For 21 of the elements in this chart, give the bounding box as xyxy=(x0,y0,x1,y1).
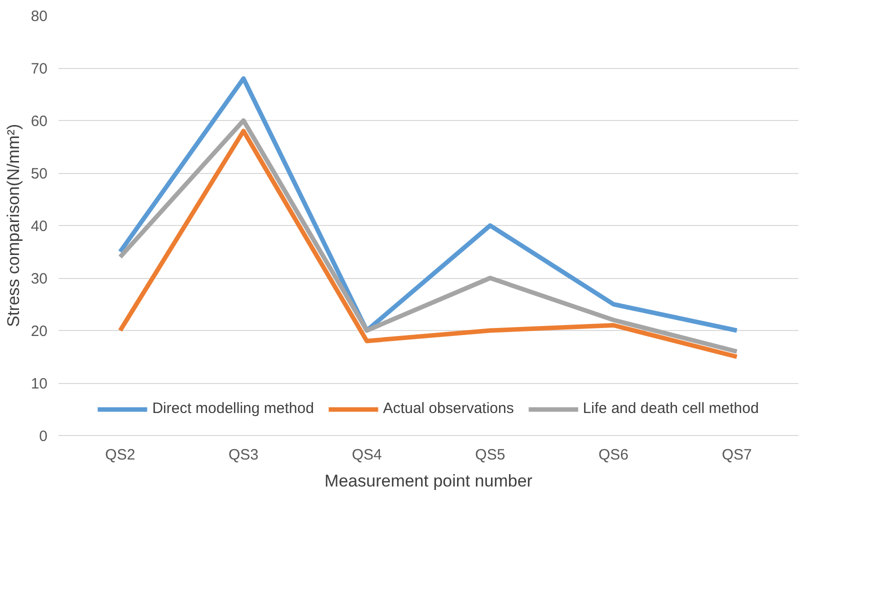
x-axis-title: Measurement point number xyxy=(324,472,533,490)
y-tick-label: 0 xyxy=(39,428,48,445)
x-tick-label: QS2 xyxy=(105,446,136,464)
x-tick-label: QS5 xyxy=(475,446,506,464)
legend-label: Direct modelling method xyxy=(152,400,314,417)
x-tick-label: QS3 xyxy=(228,446,259,464)
y-tick-label: 10 xyxy=(30,376,48,392)
line-series xyxy=(118,76,740,333)
y-tick-label: 30 xyxy=(30,270,48,288)
y-tick-label: 60 xyxy=(30,113,48,130)
y-tick-label: 50 xyxy=(30,166,48,182)
y-tick-label: 20 xyxy=(30,323,48,340)
y-tick-label: 80 xyxy=(30,8,48,25)
y-axis-title: Stress comparison(N/mm²) xyxy=(4,124,23,328)
y-tick-label: 70 xyxy=(30,60,48,78)
legend-label: Actual observations xyxy=(382,400,514,417)
y-tick-label: 40 xyxy=(30,218,48,235)
legend-label: Life and death cell method xyxy=(582,400,759,417)
x-tick-label: QS6 xyxy=(598,446,629,464)
x-tick-label: QS7 xyxy=(722,446,752,464)
x-tick-label: QS4 xyxy=(352,446,382,464)
